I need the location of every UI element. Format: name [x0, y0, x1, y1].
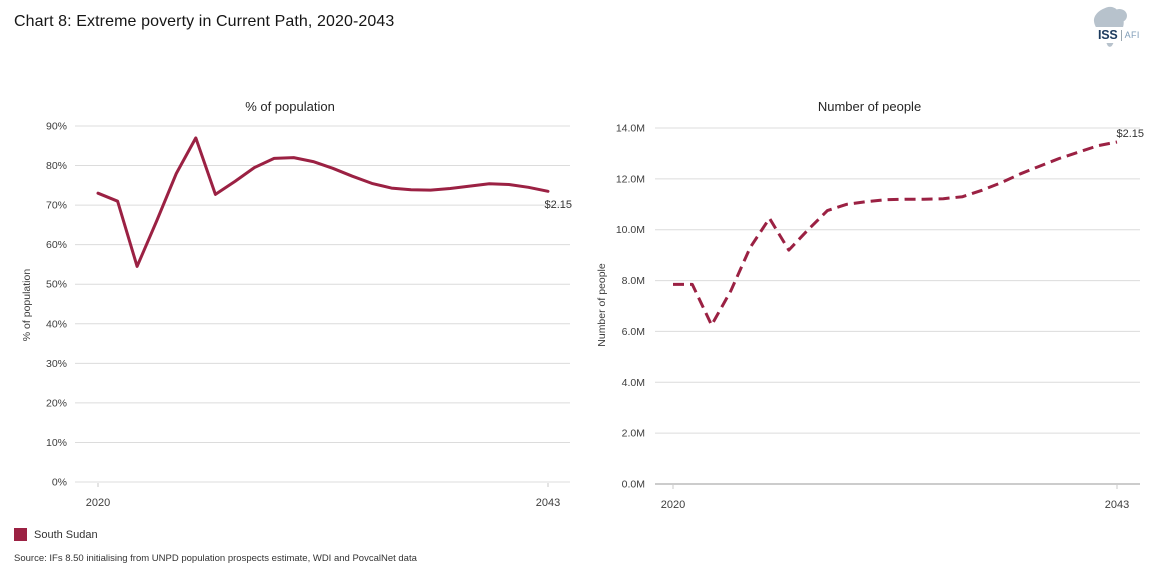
svg-text:2020: 2020 — [86, 497, 110, 509]
svg-text:6.0M: 6.0M — [622, 326, 645, 338]
legend: South Sudan — [14, 528, 98, 541]
legend-swatch — [14, 528, 27, 541]
svg-text:2.0M: 2.0M — [622, 428, 645, 440]
poverty-line-annotation: $2.15 — [1116, 128, 1144, 140]
series-line-solid — [96, 136, 550, 268]
legend-label: South Sudan — [34, 528, 98, 541]
logo-afi-text: AFI — [1124, 30, 1140, 40]
percent-of-population-chart: 0% 10% 20% 30% 40% 50% 60% 70% 80% 90% 2020 2043 $2.… — [46, 121, 572, 510]
logo-wordmark: ISS AFI — [1096, 27, 1142, 43]
svg-text:10%: 10% — [46, 437, 67, 449]
right-chart-title: Number of people — [817, 99, 922, 114]
gridlines — [75, 125, 570, 483]
svg-text:0%: 0% — [52, 477, 67, 489]
svg-text:10.0M: 10.0M — [616, 224, 645, 236]
svg-text:2043: 2043 — [1105, 499, 1129, 511]
svg-text:80%: 80% — [46, 160, 67, 172]
svg-text:70%: 70% — [46, 200, 67, 212]
svg-text:2043: 2043 — [536, 497, 560, 509]
svg-text:4.0M: 4.0M — [622, 377, 645, 389]
svg-text:2020: 2020 — [661, 499, 685, 511]
page-title: Chart 8: Extreme poverty in Current Path… — [14, 13, 395, 30]
svg-text:12.0M: 12.0M — [616, 173, 645, 185]
svg-text:90%: 90% — [46, 121, 67, 133]
y-tick-labels: 0% 10% 20% 30% 40% 50% 60% 70% 80% 90% — [46, 121, 67, 489]
iss-afi-logo: ISS AFI — [1088, 6, 1150, 54]
svg-text:50%: 50% — [46, 279, 67, 291]
poverty-line-annotation: $2.15 — [544, 199, 572, 211]
svg-text:30%: 30% — [46, 358, 67, 370]
logo-separator — [1120, 29, 1122, 41]
gridlines — [655, 127, 1140, 485]
left-chart-title: % of population — [245, 99, 335, 114]
svg-text:20%: 20% — [46, 397, 67, 409]
svg-text:40%: 40% — [46, 318, 67, 330]
logo-iss-text: ISS — [1098, 28, 1118, 42]
svg-text:60%: 60% — [46, 239, 67, 251]
x-tick-labels: 2020 2043 — [86, 483, 560, 509]
svg-text:14.0M: 14.0M — [616, 123, 645, 135]
series-line-dashed — [673, 140, 1118, 327]
svg-text:8.0M: 8.0M — [622, 275, 645, 287]
y-tick-labels: 0.0M 2.0M 4.0M 6.0M 8.0M 10.0M 12.0M 14.0M — [616, 123, 645, 491]
x-tick-labels: 2020 2043 — [661, 485, 1129, 511]
svg-text:0.0M: 0.0M — [622, 479, 645, 491]
source-note: Source: IFs 8.50 initialising from UNPD … — [14, 553, 417, 564]
